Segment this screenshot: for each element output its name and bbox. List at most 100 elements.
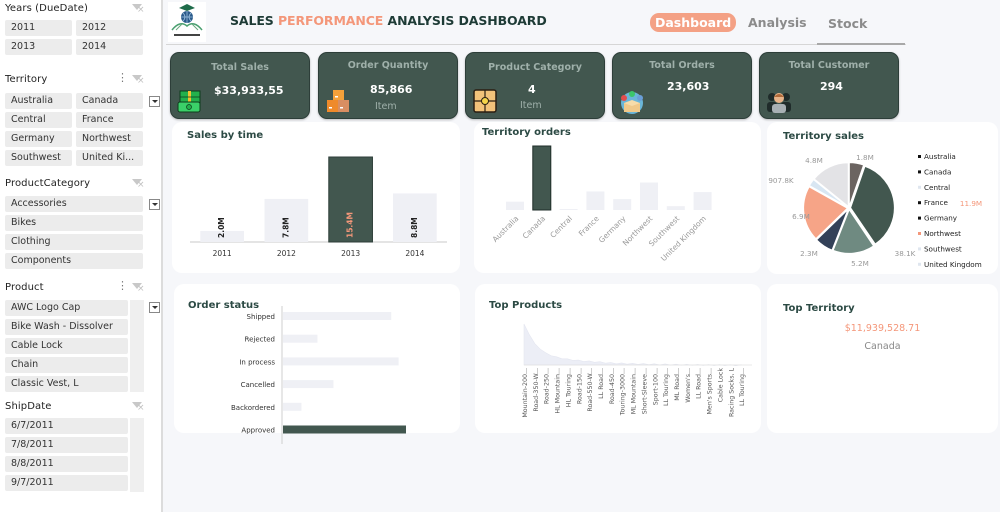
x-tick-label: LL Road... — [696, 368, 703, 399]
kpi-value: 85,866 — [370, 83, 413, 96]
slicer-item-bike-wash[interactable]: Bike Wash - Dissolver — [5, 319, 128, 335]
scroll-down-button[interactable] — [149, 302, 160, 313]
pie-slice — [808, 178, 849, 208]
clear-filter-icon[interactable] — [131, 282, 145, 294]
data-label: 8.8M — [410, 217, 419, 238]
x-tick-label: Touring-3000... — [620, 368, 627, 416]
slicer-item-date[interactable]: 9/7/2011 — [5, 475, 128, 491]
more-options-icon[interactable]: ⋮ — [117, 71, 128, 84]
kpi-value: 294 — [820, 80, 843, 93]
x-tick-label: 2014 — [405, 249, 424, 258]
x-tick-label: Mountain-200... — [522, 368, 529, 418]
bar — [586, 191, 605, 210]
tab-dashboard[interactable]: Dashboard — [650, 13, 737, 32]
top-territory-panel: Top Territory $11,939,528.71 Canada — [767, 284, 998, 433]
slicer-item-cable-lock[interactable]: Cable Lock — [5, 338, 128, 354]
kpi-value: $33,933,55 — [214, 84, 284, 97]
slicer-item-2012[interactable]: 2012 — [76, 20, 143, 36]
slicer-item-date[interactable]: 8/8/2011 — [5, 456, 128, 472]
panel-title: Top Territory — [783, 303, 855, 314]
bar — [283, 334, 318, 343]
slicer-item-accessories[interactable]: Accessories — [5, 196, 143, 212]
slicer-item-bikes[interactable]: Bikes — [5, 215, 143, 231]
clear-filter-icon[interactable] — [131, 74, 145, 86]
slicer-item-components[interactable]: Components — [5, 253, 143, 269]
scroll-down-button[interactable] — [149, 199, 160, 210]
header-divider — [166, 44, 906, 45]
order-box-icon — [621, 91, 643, 114]
slicer-item-northwest[interactable]: Northwest — [76, 131, 143, 147]
bar — [283, 402, 302, 411]
x-tick-label: Australia — [491, 214, 521, 244]
data-label: 2.0M — [217, 217, 226, 238]
x-tick-label: Road-350-W... — [533, 368, 540, 412]
legend-marker — [918, 216, 921, 220]
y-tick-label: Cancelled — [241, 381, 275, 389]
x-tick-label: LL Touring... — [739, 368, 746, 406]
slicer-item-date[interactable]: 7/8/2011 — [5, 437, 128, 453]
kpi-title: Total Orders — [649, 60, 715, 71]
slicer-item-clothing[interactable]: Clothing — [5, 234, 143, 250]
slicer-item-2014[interactable]: 2014 — [76, 39, 143, 55]
slicer-item-france[interactable]: France — [76, 112, 143, 128]
slicer-item-2013[interactable]: 2013 — [5, 39, 72, 55]
data-label: 11.9M — [960, 199, 982, 208]
x-tick-label: Men's Sports... — [707, 368, 714, 415]
pie-slice — [802, 185, 849, 240]
bar — [283, 425, 406, 434]
pie-slice — [813, 162, 849, 208]
x-tick-label: ML Mountain... — [631, 368, 638, 414]
kpi-value: 23,603 — [667, 80, 710, 93]
package-icon — [473, 89, 497, 113]
kpi-title: Total Customer — [788, 60, 870, 71]
legend-marker — [918, 247, 921, 251]
legend-label: Southwest — [924, 244, 962, 253]
product-slicer-title: Product — [5, 282, 44, 293]
legend-marker — [918, 232, 921, 235]
territory-slicer-title: Territory — [5, 74, 48, 85]
slicer-item-southwest[interactable]: Southwest — [5, 150, 72, 166]
slicer-item-chain[interactable]: Chain — [5, 357, 128, 373]
slicer-item-central[interactable]: Central — [5, 112, 72, 128]
tab-analysis[interactable]: Analysis — [748, 15, 807, 30]
x-tick-label: Racing Socks, L — [728, 368, 735, 418]
slicer-item-united-kingdom[interactable]: United Ki... — [76, 150, 143, 166]
bar — [283, 380, 334, 389]
stock-tab-underline — [817, 43, 905, 45]
bar — [200, 230, 244, 242]
chart-title: Top Products — [489, 300, 563, 311]
slicer-item-australia[interactable]: Australia — [5, 93, 72, 109]
product-scrollbar[interactable] — [130, 300, 144, 392]
pie-slice — [848, 161, 865, 207]
clear-filter-icon[interactable] — [131, 178, 145, 190]
data-label: 5.2M — [851, 259, 869, 268]
sales-by-time-chart: 2.0M 2011 7.8M 2012 15.4M 2013 8.8M 2014 — [190, 156, 447, 258]
pie-slice — [849, 208, 876, 247]
clear-filter-icon[interactable] — [131, 401, 145, 413]
area-series — [523, 323, 742, 367]
legend-label: Germany — [924, 214, 958, 223]
x-tick-label: 2011 — [213, 249, 232, 258]
tab-stock[interactable]: Stock — [828, 16, 868, 31]
top-territory-name: Canada — [864, 341, 901, 352]
legend-marker — [918, 262, 921, 266]
slicer-item-germany[interactable]: Germany — [5, 131, 72, 147]
scroll-down-button[interactable] — [149, 96, 160, 107]
clear-filter-icon[interactable] — [131, 3, 145, 15]
slicer-item-date[interactable]: 6/7/2011 — [5, 418, 128, 434]
slicer-item-2011[interactable]: 2011 — [5, 20, 72, 36]
ship-date-scrollbar[interactable] — [130, 418, 144, 492]
logo — [168, 2, 206, 42]
data-label: 38.1K — [895, 249, 916, 258]
x-tick-label: ML Road... — [674, 368, 681, 401]
y-tick-label: Shipped — [247, 313, 275, 321]
slicer-item-canada[interactable]: Canada — [76, 93, 143, 109]
bar — [666, 206, 685, 210]
x-tick-label: Short-Sleeve... — [641, 368, 648, 414]
slicer-item-classic-vest[interactable]: Classic Vest, L — [5, 376, 128, 392]
slicer-item-awc-logo-cap[interactable]: AWC Logo Cap — [5, 300, 128, 316]
years-slicer: Years (DueDate) 2011 2012 2013 2014 — [0, 0, 163, 60]
x-tick-label: Women's... — [685, 368, 692, 403]
legend-label: Northwest — [924, 229, 961, 238]
more-options-icon[interactable]: ⋮ — [117, 279, 128, 292]
